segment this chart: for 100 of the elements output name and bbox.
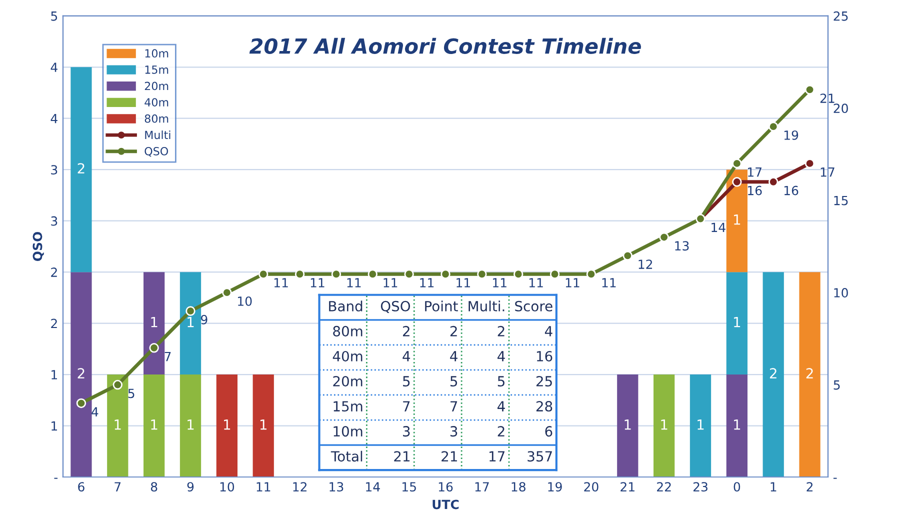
x-tick-label: 21 [620, 482, 634, 492]
point [732, 177, 742, 187]
annotation: 4 [498, 401, 505, 412]
annotation: 21 [394, 451, 410, 462]
data-label: 11 [420, 278, 434, 288]
x-tick-label: 0 [734, 482, 740, 492]
x-tick-label: 17 [475, 482, 489, 492]
y2-tick-label: 5 [834, 380, 840, 390]
bar [690, 374, 712, 477]
point [586, 269, 596, 279]
data-label: 11 [529, 278, 543, 288]
annotation: QSO [380, 300, 410, 314]
bar [180, 272, 202, 375]
legend-label: 40m [144, 98, 168, 106]
data-label: 1 [114, 419, 121, 430]
data-label: 11 [310, 278, 324, 288]
annotation: 2 [498, 426, 504, 436]
annotation: 6 [545, 426, 552, 437]
data-label: 12 [638, 260, 652, 269]
annotation: 10m [334, 426, 362, 437]
data-label: 1 [224, 419, 230, 430]
annotation: 2 [498, 326, 504, 336]
annotation: Score [515, 300, 552, 312]
point [804, 158, 815, 168]
data-label: 13 [675, 241, 689, 251]
y-axis-title: QSO [32, 232, 44, 261]
data-label: 2 [78, 368, 84, 378]
point [294, 269, 305, 279]
point [112, 380, 123, 390]
point [768, 177, 778, 187]
data-label: 1 [734, 317, 740, 328]
legend-label: QSO [144, 147, 168, 157]
bar [216, 374, 238, 477]
data-label: 16 [748, 186, 762, 196]
legend-label: 10m [145, 49, 168, 58]
data-label: 1 [151, 317, 158, 328]
y2-tick-label: 25 [834, 11, 848, 21]
annotation: 80m [333, 326, 362, 336]
data-label: 14 [712, 222, 726, 232]
data-label: 16 [784, 186, 798, 196]
data-label: 2 [806, 368, 813, 378]
annotation: 4 [498, 351, 505, 362]
bar [654, 374, 675, 477]
annotation: 16 [536, 350, 552, 362]
point [440, 269, 450, 279]
bar [180, 374, 202, 477]
x-tick-label: 22 [657, 482, 671, 492]
annotation: 4 [450, 351, 458, 362]
data-label: 9 [201, 314, 208, 324]
data-label: 11 [566, 278, 580, 288]
annotation: 15m [334, 401, 362, 412]
annotation: Total [330, 450, 362, 462]
annotation: 4 [402, 351, 410, 362]
y-tick-label: 2 [51, 318, 57, 328]
bar [726, 170, 748, 272]
annotation: 357 [528, 451, 552, 462]
data-label: 1 [188, 419, 194, 430]
y-tick-label: - [54, 478, 58, 479]
data-label: 1 [734, 214, 740, 225]
y2-tick-label: 15 [834, 196, 848, 206]
annotation: 17 [490, 451, 504, 462]
data-label: 1 [260, 419, 266, 430]
annotation: 7 [450, 401, 458, 412]
data-label: 2 [78, 163, 84, 174]
y-tick-label: 4 [50, 114, 58, 124]
bar [726, 374, 748, 477]
bar [144, 272, 165, 375]
x-tick-label: 11 [256, 482, 270, 492]
annotation: 4 [544, 326, 552, 336]
y-tick-label: 2 [51, 268, 57, 277]
data-label: 5 [128, 388, 134, 398]
annotation: Band [329, 300, 362, 312]
point [258, 269, 268, 279]
data-label: 1 [734, 419, 740, 430]
point [513, 269, 524, 279]
y2-tick-label: - [833, 478, 837, 479]
data-label: 1 [188, 317, 194, 328]
point [732, 158, 742, 168]
data-label: 7 [164, 352, 171, 362]
data-label: 10 [238, 296, 252, 306]
point [186, 306, 196, 316]
y-tick-label: 4 [50, 62, 58, 72]
data-label: 11 [602, 278, 616, 288]
data-label: 1 [698, 419, 704, 430]
x-tick-label: 9 [187, 482, 194, 492]
annotation: 7 [403, 401, 410, 412]
point [622, 250, 633, 261]
point [331, 269, 342, 279]
data-label: 1 [661, 419, 668, 430]
annotation: 5 [450, 376, 458, 387]
data-label: 11 [347, 278, 361, 288]
point [149, 343, 159, 353]
bar [252, 374, 274, 477]
x-tick-label: 18 [512, 482, 526, 492]
annotation: 3 [403, 426, 410, 437]
point [804, 84, 815, 95]
data-label: 11 [456, 278, 470, 288]
y-tick-label: 3 [51, 216, 58, 226]
data-label: 1 [151, 419, 158, 430]
bar [107, 374, 128, 477]
